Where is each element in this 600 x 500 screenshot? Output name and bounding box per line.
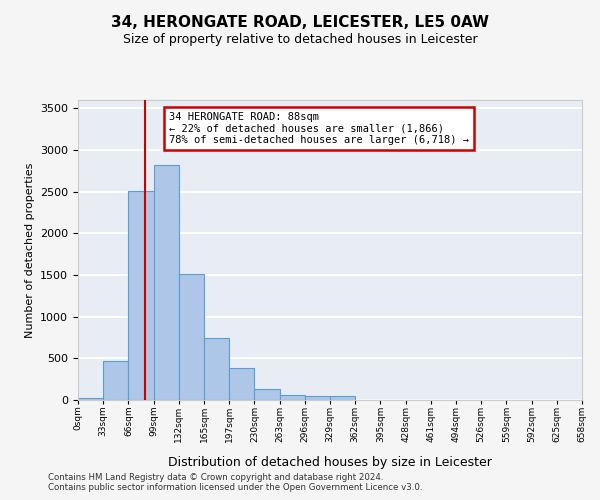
- X-axis label: Distribution of detached houses by size in Leicester: Distribution of detached houses by size …: [168, 456, 492, 469]
- Text: Size of property relative to detached houses in Leicester: Size of property relative to detached ho…: [122, 32, 478, 46]
- Bar: [154, 165, 179, 400]
- Bar: [78, 398, 103, 400]
- Bar: [229, 368, 254, 400]
- Y-axis label: Number of detached properties: Number of detached properties: [25, 162, 35, 338]
- Text: 34 HERONGATE ROAD: 88sqm
← 22% of detached houses are smaller (1,866)
78% of sem: 34 HERONGATE ROAD: 88sqm ← 22% of detach…: [169, 112, 469, 145]
- Text: 34, HERONGATE ROAD, LEICESTER, LE5 0AW: 34, HERONGATE ROAD, LEICESTER, LE5 0AW: [111, 15, 489, 30]
- Bar: [103, 361, 128, 400]
- Bar: [128, 191, 154, 400]
- Bar: [179, 274, 204, 400]
- Bar: [330, 396, 355, 400]
- Bar: [254, 389, 280, 400]
- Bar: [204, 338, 229, 400]
- Text: Contains HM Land Registry data © Crown copyright and database right 2024.: Contains HM Land Registry data © Crown c…: [48, 472, 383, 482]
- Text: Contains public sector information licensed under the Open Government Licence v3: Contains public sector information licen…: [48, 484, 422, 492]
- Bar: [305, 396, 330, 400]
- Bar: [280, 394, 305, 400]
